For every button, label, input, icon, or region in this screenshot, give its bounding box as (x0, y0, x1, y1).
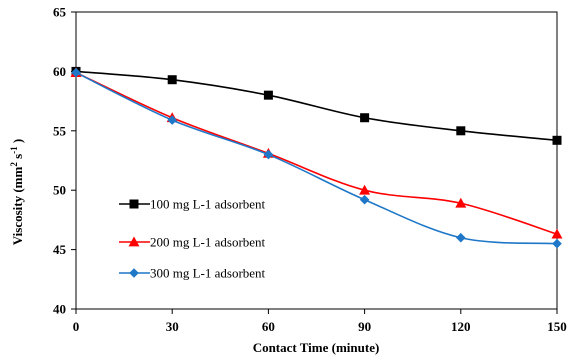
series-layer (70, 66, 563, 249)
y-tick-label: 55 (53, 123, 67, 138)
data-point (71, 67, 81, 78)
x-tick-label: 30 (166, 319, 179, 334)
legend-marker (128, 236, 140, 247)
y-axis-title-end: ) (10, 139, 25, 147)
data-point (359, 194, 370, 205)
y-axis-title-sup2: -1 (9, 146, 19, 154)
plot-border (75, 11, 558, 310)
legend-label: 300 mg L-1 adsorbent (150, 266, 266, 281)
y-tick-label: 50 (53, 183, 66, 198)
series-line (75, 70, 558, 142)
data-point (551, 228, 563, 239)
x-tick-label: 120 (451, 319, 471, 334)
y-tick-label: 45 (53, 242, 67, 257)
x-axis: 0 30 60 90 120 150 (73, 309, 567, 334)
y-tick-label: 40 (53, 302, 66, 317)
data-point (552, 238, 562, 249)
data-point (456, 126, 466, 136)
data-point (263, 149, 274, 160)
y-axis-title-sup1: 2 (9, 162, 19, 167)
x-tick-label: 150 (547, 319, 567, 334)
data-point (455, 197, 467, 208)
x-tick-label: 60 (262, 319, 275, 334)
x-tick-label: 90 (358, 319, 371, 334)
data-point (167, 75, 177, 85)
y-axis: 40 45 50 55 60 65 (53, 5, 76, 317)
data-point (263, 90, 273, 100)
legend: 100 mg L-1 adsorbent 200 mg L-1 adsorbent… (119, 197, 266, 281)
legend-item-1: 100 mg L-1 adsorbent (119, 197, 266, 212)
y-axis-title-main: Viscosity (mm (10, 166, 25, 245)
legend-marker (129, 268, 139, 278)
plot-area (75, 11, 558, 310)
y-tick-label: 60 (53, 64, 66, 79)
y-tick-label: 65 (53, 5, 67, 20)
series-line (75, 71, 558, 235)
legend-marker (129, 199, 139, 209)
x-tick-label: 0 (73, 319, 80, 334)
data-point (552, 135, 562, 145)
legend-label: 200 mg L-1 adsorbent (150, 235, 266, 250)
legend-label: 100 mg L-1 adsorbent (150, 197, 266, 212)
series-line (75, 71, 558, 245)
legend-item-2: 200 mg L-1 adsorbent (119, 235, 266, 250)
data-point (456, 232, 466, 243)
y-axis-title: Viscosity (mm2 s-1 ) (9, 139, 25, 246)
data-point (167, 115, 177, 125)
x-axis-title: Contact Time (minute) (253, 340, 380, 355)
y-axis-title-mid: s (10, 154, 25, 162)
data-point (359, 184, 371, 195)
series-3 (71, 67, 562, 249)
data-point (360, 113, 370, 123)
series-2 (70, 67, 563, 239)
legend-item-3: 300 mg L-1 adsorbent (119, 266, 266, 281)
